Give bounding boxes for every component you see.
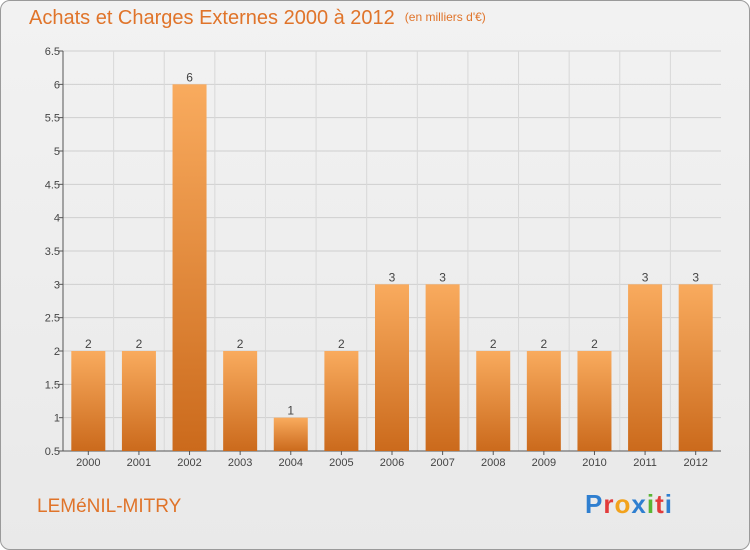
y-tick-label: 1 xyxy=(54,413,60,425)
y-tick-label: 2 xyxy=(54,346,60,358)
bar-2012 xyxy=(678,284,713,451)
x-tick-label: 2010 xyxy=(582,457,606,469)
city-name: LEMéNIL-MITRY xyxy=(37,496,182,517)
logo-letter: t xyxy=(655,489,665,519)
bar-2011 xyxy=(628,284,663,451)
y-tick-label: 5 xyxy=(54,146,60,158)
bar-2002 xyxy=(172,84,207,451)
data-label: 2 xyxy=(541,337,548,351)
logo-letter: r xyxy=(603,489,615,519)
x-tick-label: 2000 xyxy=(76,457,100,469)
bar-2007 xyxy=(425,284,460,451)
bar-2005 xyxy=(324,351,359,451)
x-tick-label: 2009 xyxy=(532,457,556,469)
data-label: 3 xyxy=(692,270,699,284)
y-tick-label: 5.5 xyxy=(45,113,60,125)
logo-letter: o xyxy=(614,489,632,519)
y-tick-label: 3.5 xyxy=(45,246,60,258)
x-tick-label: 2002 xyxy=(177,457,201,469)
unit-label: (en milliers d'€) xyxy=(404,10,486,24)
bar-2000 xyxy=(71,351,106,451)
x-tick-label: 2012 xyxy=(683,457,707,469)
proxiti-logo: Proxiti xyxy=(585,489,673,520)
data-label: 3 xyxy=(642,270,649,284)
x-tick-label: 2011 xyxy=(633,457,657,469)
y-tick-label: 2.5 xyxy=(45,313,60,325)
bar-2003 xyxy=(223,351,258,451)
y-tick-label: 1.5 xyxy=(45,379,60,391)
bar-2009 xyxy=(526,351,561,451)
x-tick-label: 2001 xyxy=(127,457,151,469)
x-tick-label: 2007 xyxy=(430,457,454,469)
x-tick-label: 2008 xyxy=(481,457,505,469)
title-text: Achats et Charges Externes 2000 à 2012 xyxy=(29,7,395,29)
x-tick-label: 2004 xyxy=(279,457,303,469)
data-label: 3 xyxy=(389,270,396,284)
data-label: 2 xyxy=(591,337,598,351)
y-tick-label: 6.5 xyxy=(45,46,60,58)
y-tick-label: 3 xyxy=(54,279,60,291)
data-label: 2 xyxy=(338,337,345,351)
x-tick-label: 2005 xyxy=(329,457,353,469)
data-label: 3 xyxy=(439,270,446,284)
data-label: 2 xyxy=(490,337,497,351)
bars xyxy=(71,84,713,451)
data-label: 2 xyxy=(85,337,92,351)
data-labels: 2 2 6 2 1 2 3 3 2 2 2 3 3 xyxy=(85,70,699,417)
bar-2008 xyxy=(476,351,511,451)
x-tick-label: 2006 xyxy=(380,457,404,469)
bar-2004 xyxy=(273,417,308,451)
bar-2010 xyxy=(577,351,612,451)
x-tick-label: 2003 xyxy=(228,457,252,469)
data-label: 2 xyxy=(237,337,244,351)
data-label: 6 xyxy=(186,70,193,84)
bar-2006 xyxy=(375,284,409,451)
data-label: 2 xyxy=(136,337,143,351)
bar-2001 xyxy=(121,351,156,451)
y-tick-label: 6 xyxy=(54,79,60,91)
y-tick-label: 4.5 xyxy=(45,179,60,191)
logo-letter: i xyxy=(664,489,673,519)
y-tick-label: 0.5 xyxy=(45,446,60,458)
logo-letter: i xyxy=(646,489,656,519)
y-tick-label: 4 xyxy=(54,213,60,225)
logo-letter: P xyxy=(585,489,604,519)
logo-letter: x xyxy=(631,489,647,519)
data-label: 1 xyxy=(287,404,294,418)
chart-title: Achats et Charges Externes 2000 à 2012 (e… xyxy=(29,7,486,30)
